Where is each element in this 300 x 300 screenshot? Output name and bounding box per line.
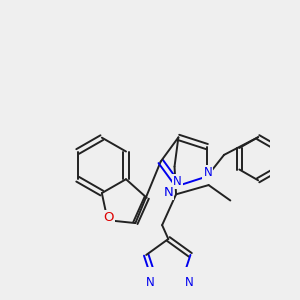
Text: N: N	[146, 276, 154, 289]
Text: N: N	[203, 166, 212, 179]
Text: N: N	[173, 175, 182, 188]
Text: O: O	[103, 212, 114, 224]
Text: N: N	[184, 276, 193, 289]
Text: N: N	[164, 186, 173, 199]
